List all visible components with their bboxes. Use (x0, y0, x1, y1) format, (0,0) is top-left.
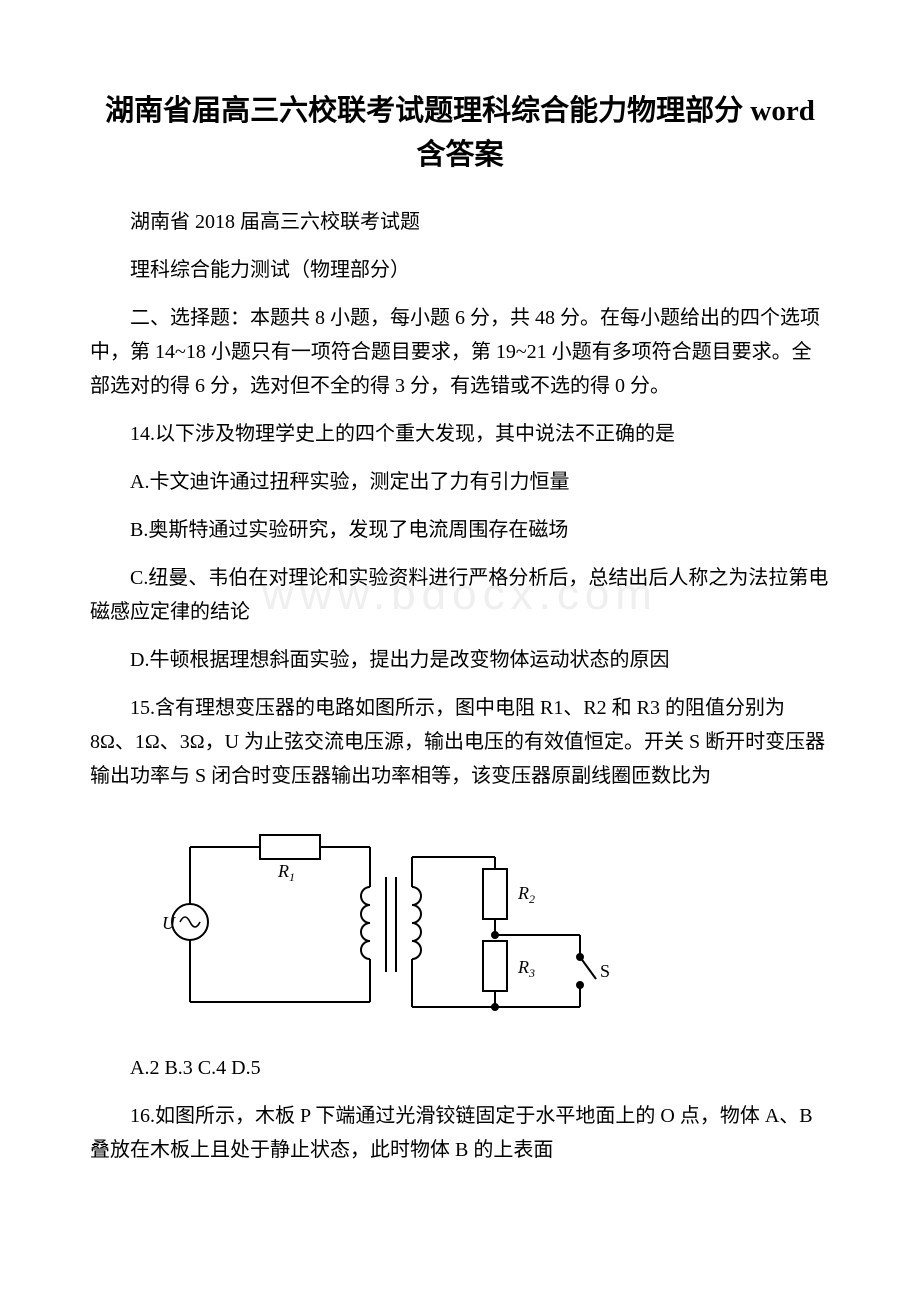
q14-option-a: A.卡文迪许通过扭秤实验，测定出了力有引力恒量 (90, 465, 830, 499)
q15-options: A.2 B.3 C.4 D.5 (90, 1051, 830, 1085)
label-r3: R3 (517, 957, 535, 980)
q16-stem: 16.如图所示，木板 P 下端通过光滑铰链固定于水平地面上的 O 点，物体 A、… (90, 1099, 830, 1167)
source-line: 湖南省 2018 届高三六校联考试题 (90, 205, 830, 239)
label-s: S (600, 961, 610, 981)
label-u: U (162, 913, 176, 933)
q15-circuit-diagram: U R1 R2 R3 S (150, 807, 630, 1037)
q15-stem: 15.含有理想变压器的电路如图所示，图中电阻 R1、R2 和 R3 的阻值分别为… (90, 691, 830, 793)
q14-stem: 14.以下涉及物理学史上的四个重大发现，其中说法不正确的是 (90, 417, 830, 451)
q14-option-b: B.奥斯特通过实验研究，发现了电流周围存在磁场 (90, 513, 830, 547)
page-title: 湖南省届高三六校联考试题理科综合能力物理部分 word 含答案 (90, 90, 830, 177)
section-instructions: 二、选择题：本题共 8 小题，每小题 6 分，共 48 分。在每小题给出的四个选… (90, 301, 830, 403)
q14-option-d: D.牛顿根据理想斜面实验，提出力是改变物体运动状态的原因 (90, 643, 830, 677)
label-r2: R2 (517, 883, 535, 906)
subject-line: 理科综合能力测试（物理部分） (90, 253, 830, 287)
q14-option-c: C.纽曼、韦伯在对理论和实验资料进行严格分析后，总结出后人称之为法拉第电磁感应定… (90, 561, 830, 629)
label-r1: R1 (277, 861, 295, 884)
